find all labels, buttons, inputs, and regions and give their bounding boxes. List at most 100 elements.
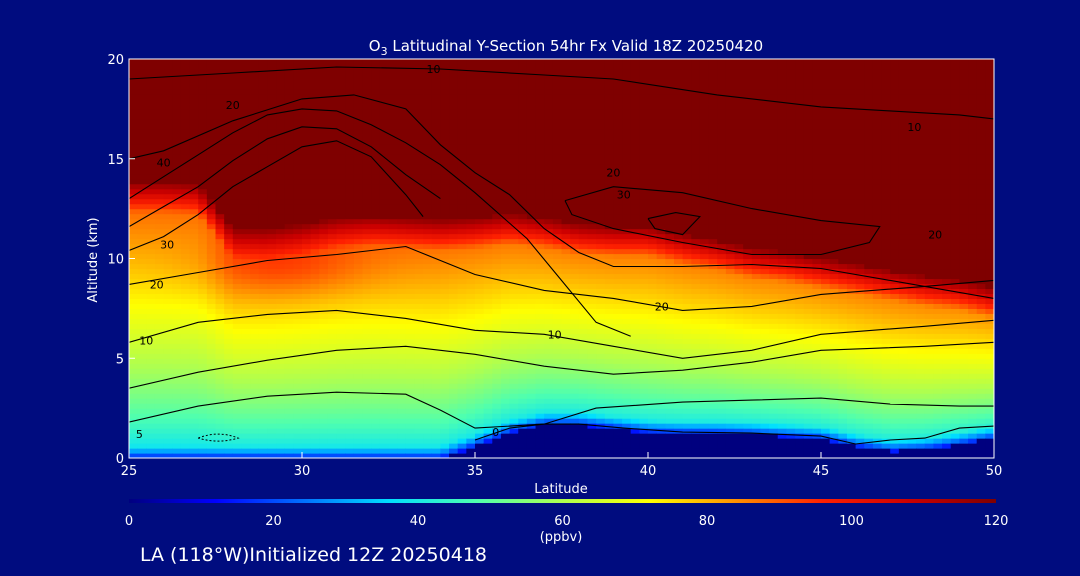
ozone-cell: [250, 73, 260, 80]
ozone-cell: [302, 373, 312, 379]
ozone-cell: [154, 98, 165, 105]
ozone-cell: [578, 433, 589, 439]
ozone-cell: [535, 93, 545, 100]
ozone-cell: [544, 413, 554, 419]
ozone-cell: [267, 123, 277, 130]
ozone-cell: [483, 428, 493, 434]
ozone-cell: [423, 248, 433, 255]
ozone-cell: [388, 253, 398, 260]
ozone-cell: [457, 78, 467, 85]
ozone-cell: [215, 153, 225, 160]
ozone-cell: [206, 113, 217, 120]
ozone-cell: [379, 323, 390, 329]
ozone-cell: [578, 238, 589, 245]
ozone-cell: [362, 253, 372, 260]
ozone-cell: [483, 158, 493, 165]
ozone-cell: [371, 388, 381, 394]
ozone-cell: [405, 253, 416, 260]
ozone-cell: [284, 283, 294, 290]
ozone-cell: [336, 353, 346, 359]
ozone-cell: [500, 83, 511, 90]
ozone-cell: [250, 88, 260, 95]
ozone-cell: [596, 428, 606, 434]
ozone-cell: [526, 283, 537, 290]
ozone-cell: [483, 238, 493, 245]
ozone-cell: [258, 78, 268, 85]
ozone-cell: [500, 298, 511, 304]
ozone-cell: [630, 153, 640, 160]
ozone-cell: [457, 88, 467, 95]
ozone-cell: [535, 423, 545, 429]
ozone-cell: [180, 93, 191, 100]
ozone-cell: [258, 393, 268, 399]
ozone-cell: [492, 168, 502, 175]
ozone-cell: [362, 103, 372, 110]
ozone-cell: [163, 193, 173, 200]
ozone-cell: [440, 138, 450, 145]
ozone-cell: [163, 453, 173, 458]
ozone-cell: [371, 108, 381, 115]
ozone-cell: [509, 353, 519, 359]
ozone-cell: [327, 78, 338, 85]
ozone-cell: [293, 228, 303, 235]
ozone-cell: [431, 348, 441, 354]
ozone-cell: [414, 108, 424, 115]
ozone-cell: [457, 93, 467, 100]
ozone-cell: [293, 438, 303, 444]
ozone-cell: [163, 253, 173, 260]
ozone-cell: [561, 133, 571, 140]
ozone-cell: [596, 323, 606, 329]
ozone-cell: [206, 393, 217, 399]
ozone-cell: [362, 283, 372, 290]
ozone-cell: [163, 78, 173, 85]
ozone-cell: [293, 363, 303, 369]
ozone-cell: [509, 143, 519, 150]
ozone-cell: [552, 378, 563, 384]
ozone-cell: [639, 148, 649, 155]
ozone-cell: [258, 183, 268, 190]
ozone-cell: [570, 123, 580, 130]
ozone-cell: [587, 128, 597, 135]
ozone-cell: [440, 398, 450, 404]
ozone-cell: [241, 388, 251, 394]
ozone-cell: [578, 358, 589, 364]
ozone-cell: [578, 323, 589, 329]
ozone-cell: [457, 178, 467, 185]
ozone-cell: [276, 418, 286, 424]
ozone-cell: [630, 323, 640, 329]
ozone-cell: [500, 293, 511, 299]
ozone-cell: [570, 158, 580, 165]
ozone-cell: [250, 103, 260, 110]
ozone-cell: [570, 278, 580, 285]
ozone-cell: [449, 428, 459, 434]
ozone-cell: [137, 198, 147, 205]
ozone-cell: [302, 303, 312, 309]
ozone-cell: [587, 178, 597, 185]
ozone-cell: [189, 63, 199, 70]
ozone-cell: [466, 263, 476, 270]
ozone-cell: [319, 398, 329, 404]
ozone-cell: [258, 293, 268, 299]
ozone-cell: [180, 108, 191, 115]
ozone-cell: [327, 318, 338, 324]
ozone-cell: [319, 333, 329, 339]
ozone-cell: [336, 388, 346, 394]
ozone-cell: [561, 438, 571, 444]
ozone-cell: [163, 88, 173, 95]
ozone-cell: [423, 293, 433, 299]
ozone-cell: [449, 153, 459, 160]
ozone-cell: [431, 413, 441, 419]
ozone-cell: [648, 93, 658, 100]
ozone-cell: [475, 263, 485, 270]
ozone-cell: [613, 63, 623, 70]
ozone-cell: [449, 223, 459, 230]
ozone-cell: [457, 243, 467, 250]
ozone-cell: [509, 233, 519, 240]
ozone-cell: [466, 443, 476, 449]
ozone-cell: [232, 138, 243, 145]
ozone-cell: [475, 408, 485, 414]
ozone-cell: [345, 168, 355, 175]
ozone-cell: [656, 308, 666, 314]
ozone-cell: [544, 193, 554, 200]
ozone-cell: [137, 59, 147, 65]
